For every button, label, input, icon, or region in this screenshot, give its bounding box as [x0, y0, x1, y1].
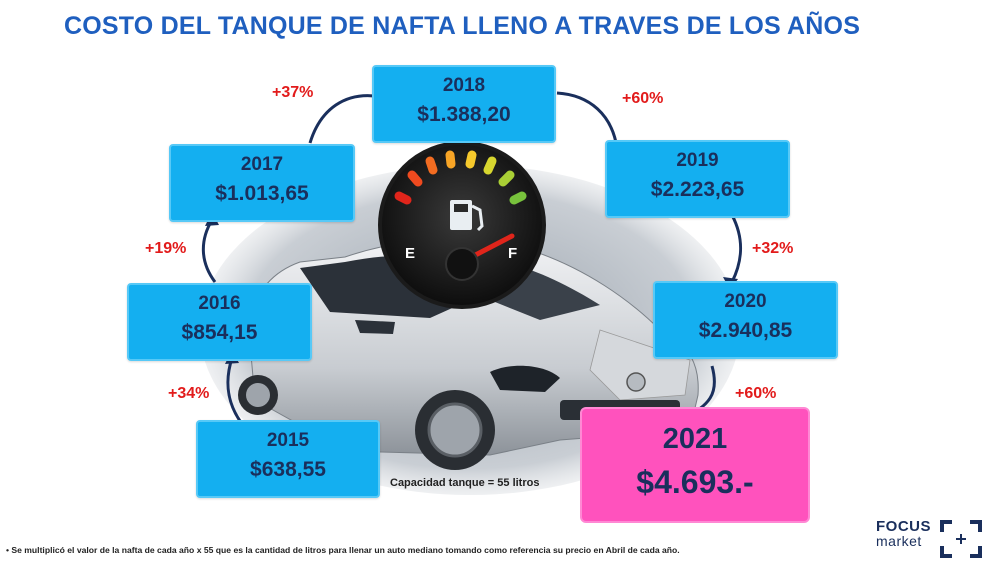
footnote: • Se multiplicó el valor de la nafta de … [6, 545, 680, 555]
cost-value: $2.223,65 [650, 178, 745, 201]
year-label: 2020 [724, 291, 767, 312]
year-box-2019: 2019 $2.223,65 [605, 140, 790, 218]
cost-value: $638,55 [250, 458, 326, 481]
logo-frame-icon [940, 520, 982, 558]
year-label: 2016 [198, 293, 241, 314]
year-box-2018: 2018 $1.388,20 [372, 65, 556, 143]
increase-2020-2021: +60% [735, 385, 777, 402]
page-title: COSTO DEL TANQUE DE NAFTA LLENO A TRAVES… [64, 12, 861, 40]
cost-value: $4.693.- [636, 464, 754, 500]
year-box-2016: 2016 $854,15 [127, 283, 312, 361]
year-label: 2018 [442, 75, 486, 96]
cost-value: $2.940,85 [698, 319, 793, 342]
capacity-note: Capacidad tanque = 55 litros [390, 477, 540, 489]
cost-value: $1.388,20 [417, 103, 511, 126]
year-label: 2019 [676, 150, 719, 171]
cost-value: $1.013,65 [215, 182, 309, 205]
year-box-2015: 2015 $638,55 [196, 420, 380, 498]
fuel-gauge-icon [378, 141, 546, 309]
year-box-2021: 2021 $4.693.- [580, 407, 810, 523]
car-icon [238, 238, 699, 470]
increase-2019-2020: +32% [752, 240, 794, 257]
cost-value: $854,15 [181, 321, 258, 344]
logo-line-2: market [876, 533, 922, 549]
arrow-2018-2019 [556, 91, 619, 149]
focus-market-logo: FOCUS market [876, 518, 931, 549]
increase-2018-2019: +60% [622, 90, 664, 107]
year-box-2017: 2017 $1.013,65 [169, 144, 355, 222]
increase-2016-2017: +19% [145, 240, 187, 257]
year-label: 2021 [662, 423, 728, 455]
year-label: 2015 [266, 430, 310, 451]
increase-2015-2016: +34% [168, 385, 210, 402]
arrow-2019-2020 [730, 214, 743, 283]
increase-2017-2018: +37% [272, 84, 314, 101]
year-label: 2017 [240, 154, 284, 175]
arrow-2017-2018 [308, 94, 383, 144]
arrow-2016-2017 [201, 219, 217, 283]
logo-line-1: FOCUS [876, 518, 931, 535]
year-box-2020: 2020 $2.940,85 [653, 281, 838, 359]
